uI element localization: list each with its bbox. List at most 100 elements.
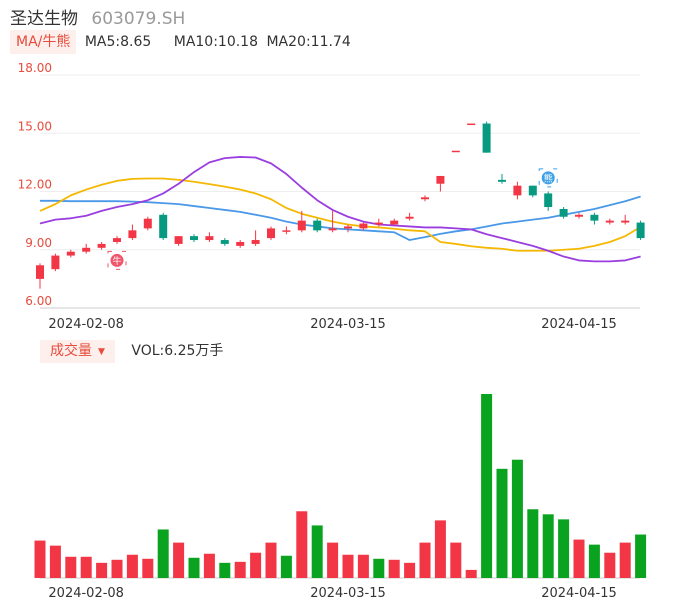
marker-label: 熊 <box>544 172 553 184</box>
ma-legend: MA/牛熊 MA5:8.65 MA10:10.18 MA20:11.74 <box>10 30 351 54</box>
y-tick-label: 6.00 <box>25 294 52 308</box>
stock-code: 603079.SH <box>91 9 186 29</box>
candle-body <box>205 236 214 241</box>
candle-body <box>451 150 460 153</box>
ma10-value: MA10:10.18 <box>173 34 259 50</box>
volume-x-tick-label: 2024-02-08 <box>48 586 124 601</box>
ma-toggle-button[interactable]: MA/牛熊 <box>10 30 77 54</box>
candle-body <box>143 218 152 229</box>
candle-body <box>590 214 599 221</box>
candle-body <box>498 179 506 182</box>
y-tick-label: 18.00 <box>18 61 52 75</box>
marker-badge <box>541 171 555 185</box>
volume-bar <box>265 542 277 578</box>
volume-indicator-label: 成交量 <box>50 343 92 359</box>
volume-bar <box>234 561 246 578</box>
candle-body <box>374 222 383 225</box>
volume-bar <box>49 545 61 578</box>
candle-body <box>513 185 522 196</box>
volume-bar <box>573 539 585 578</box>
candle-body <box>390 220 399 225</box>
volume-bar <box>357 554 369 578</box>
price-chart[interactable]: 18.00 15.00 12.00 9.00 6.00 2024-02-08 2024-03… <box>0 0 686 336</box>
candle-body <box>267 228 275 239</box>
volume-bar <box>311 525 323 578</box>
volume-chart[interactable]: 2024-02-08 2024-03-15 2024-04-15 <box>0 356 686 606</box>
candle-body <box>128 230 137 239</box>
candle-body <box>467 123 476 126</box>
volume-bar <box>80 556 92 578</box>
volume-indicator-dropdown[interactable]: 成交量 ▼ <box>40 340 115 363</box>
volume-bar <box>450 542 462 578</box>
volume-bar <box>635 534 647 578</box>
volume-bar <box>342 554 354 578</box>
y-tick-label: 15.00 <box>18 119 52 133</box>
candle-body <box>421 197 429 200</box>
candle-body <box>344 226 352 229</box>
ma5-value: MA5:8.65 <box>84 34 152 50</box>
volume-bar <box>296 511 308 578</box>
candle-body <box>544 193 553 208</box>
candle-body <box>282 230 291 232</box>
stock-header: 圣达生物 603079.SH <box>10 4 185 29</box>
ma20-value: MA20:11.74 <box>266 34 351 50</box>
volume-x-tick-label: 2024-04-15 <box>541 586 617 601</box>
volume-bar <box>496 468 508 578</box>
volume-bar <box>619 542 631 578</box>
candle-body <box>359 223 368 229</box>
caret-down-icon: ▼ <box>98 347 105 357</box>
stock-name: 圣达生物 <box>10 9 78 29</box>
candle-body <box>605 220 614 223</box>
volume-x-tick-label: 2024-03-15 <box>310 586 386 601</box>
volume-bar <box>511 459 523 578</box>
candle-body <box>482 123 491 153</box>
volume-bar <box>65 556 77 578</box>
volume-bar <box>173 542 185 578</box>
volume-bar <box>481 394 493 578</box>
ma10-line <box>39 177 642 252</box>
y-tick-label: 9.00 <box>25 236 52 250</box>
bull-marker-icon: 牛 <box>107 250 127 270</box>
volume-bar <box>434 520 446 578</box>
volume-bar <box>250 552 262 578</box>
candle-body <box>97 243 106 248</box>
volume-bar <box>142 558 154 578</box>
volume-bar <box>588 544 600 578</box>
ma5-line <box>39 156 641 263</box>
candle-body <box>436 175 445 184</box>
volume-bar <box>203 553 215 578</box>
candle-body <box>313 220 322 231</box>
bear-marker-icon: 熊 <box>538 168 558 188</box>
x-tick-label: 2024-03-15 <box>310 317 386 332</box>
volume-bar <box>111 559 123 578</box>
marker-label: 牛 <box>112 255 121 267</box>
volume-bar <box>280 555 292 578</box>
volume-bar <box>34 540 46 578</box>
volume-bar <box>219 562 231 578</box>
marker-frame <box>538 168 558 188</box>
volume-bar <box>327 542 339 578</box>
candle-body <box>159 214 168 239</box>
volume-bar <box>558 519 570 578</box>
volume-bar <box>126 554 138 578</box>
volume-bar <box>96 562 108 578</box>
candle-body <box>174 236 183 244</box>
candle-body <box>636 222 645 239</box>
candle-body <box>113 238 121 242</box>
candle-body <box>51 255 60 270</box>
candle-body <box>190 236 198 241</box>
volume-bar <box>188 557 200 578</box>
candle-body <box>66 251 75 256</box>
x-tick-label: 2024-04-15 <box>541 317 617 332</box>
volume-legend: 成交量 ▼ VOL:6.25万手 <box>40 340 223 363</box>
candle-body <box>621 220 630 223</box>
marker-badge <box>110 253 124 267</box>
volume-bar <box>419 542 431 578</box>
volume-bar <box>542 514 554 578</box>
marker-frame <box>107 250 127 270</box>
candle-body <box>251 240 260 244</box>
candle-body <box>405 216 414 219</box>
candle-body <box>575 214 583 217</box>
x-tick-label: 2024-02-08 <box>48 317 124 332</box>
volume-bar <box>527 509 539 578</box>
